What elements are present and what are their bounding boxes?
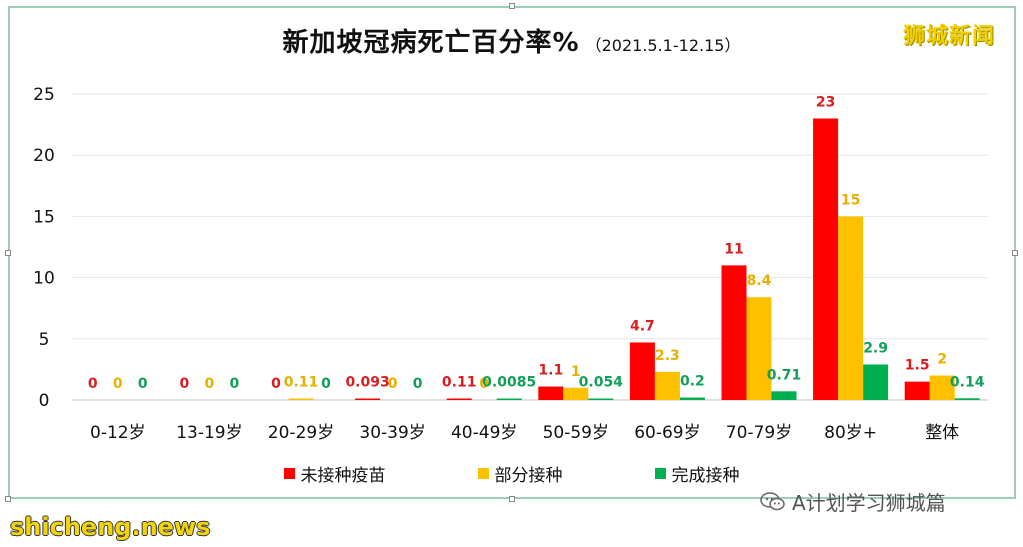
category-label: 30-39岁 xyxy=(359,423,425,443)
bar-unvaccinated xyxy=(446,398,472,400)
wechat-icon xyxy=(760,491,786,513)
y-tick-label: 20 xyxy=(33,146,55,166)
legend-swatch-unvaccinated xyxy=(283,467,295,479)
data-label: 0 xyxy=(413,376,423,392)
data-label: 2 xyxy=(937,352,947,368)
data-label: 0.11 xyxy=(442,375,477,391)
data-label: 0.0085 xyxy=(482,375,536,391)
data-label: 0.093 xyxy=(345,375,389,391)
data-label: 0 xyxy=(230,376,240,392)
legend-item-unvaccinated: 未接种疫苗 xyxy=(283,461,386,486)
category-label: 70-79岁 xyxy=(726,423,792,443)
category-label: 20-29岁 xyxy=(268,423,334,443)
data-label: 0.71 xyxy=(767,367,802,383)
bar-full xyxy=(863,364,889,400)
y-tick-label: 25 xyxy=(33,85,55,105)
site-brand-text: shicheng.news xyxy=(10,513,211,541)
category-label: 40-49岁 xyxy=(451,423,517,443)
data-label: 2.3 xyxy=(655,348,680,364)
bar-full xyxy=(588,398,614,400)
category-label: 60-69岁 xyxy=(634,423,700,443)
data-label: 2.9 xyxy=(863,341,888,357)
legend-item-full: 完成接种 xyxy=(654,461,740,486)
y-tick-label: 15 xyxy=(33,207,55,227)
bar-partial xyxy=(746,297,772,400)
category-label: 整体 xyxy=(925,423,959,443)
chart-subtitle: （2021.5.1-12.15） xyxy=(585,36,741,55)
legend-swatch-full xyxy=(654,467,666,479)
resize-handle-right[interactable] xyxy=(1012,250,1018,256)
bar-partial xyxy=(563,387,589,400)
bar-unvaccinated xyxy=(355,398,381,400)
category-label: 13-19岁 xyxy=(176,423,242,443)
y-tick-label: 10 xyxy=(33,269,55,289)
legend-swatch-partial xyxy=(477,467,489,479)
data-label: 0 xyxy=(271,376,281,392)
brand-logo-text: 狮城新闻 xyxy=(903,24,996,49)
data-label: 15 xyxy=(841,192,860,208)
chart-title-main: 新加坡冠病死亡百分率% xyxy=(282,28,580,58)
category-label: 80岁+ xyxy=(824,423,877,443)
data-label: 4.7 xyxy=(630,318,655,334)
category-label: 50-59岁 xyxy=(543,423,609,443)
chart-legend: 未接种疫苗 部分接种 完成接种 xyxy=(0,461,1023,486)
data-label: 8.4 xyxy=(747,273,772,289)
legend-item-partial: 部分接种 xyxy=(477,461,563,486)
bar-partial xyxy=(288,398,314,400)
data-label: 0.054 xyxy=(579,375,624,391)
chart-title: 新加坡冠病死亡百分率% （2021.5.1-12.15） xyxy=(0,22,1023,59)
bar-unvaccinated xyxy=(813,118,839,400)
bar-unvaccinated xyxy=(629,342,655,400)
data-label: 0.11 xyxy=(284,375,319,391)
watermark-text: A计划学习狮城篇 xyxy=(792,491,946,515)
data-label: 0.2 xyxy=(680,374,705,390)
data-label: 1.1 xyxy=(538,363,563,379)
y-tick-label: 0 xyxy=(39,391,50,411)
data-label: 23 xyxy=(816,94,835,110)
data-label: 11 xyxy=(724,241,743,257)
resize-handle-left[interactable] xyxy=(5,250,11,256)
bar-full xyxy=(496,398,522,400)
bar-full xyxy=(954,398,980,400)
y-tick-label: 5 xyxy=(39,330,50,350)
bar-full xyxy=(771,391,797,400)
category-label: 0-12岁 xyxy=(90,423,146,443)
data-label: 0 xyxy=(205,376,215,392)
legend-label-partial: 部分接种 xyxy=(494,465,563,486)
bar-partial xyxy=(929,375,955,400)
bar-unvaccinated xyxy=(721,265,747,400)
data-label: 0.14 xyxy=(950,374,985,390)
data-label: 0 xyxy=(113,376,123,392)
data-label: 0 xyxy=(479,376,489,392)
data-label: 0 xyxy=(180,376,190,392)
data-label: 0 xyxy=(388,376,398,392)
resize-handle-top[interactable] xyxy=(509,3,515,9)
bar-partial xyxy=(838,216,864,400)
resize-handle-bottom[interactable] xyxy=(509,496,515,502)
bar-full xyxy=(679,397,705,400)
data-label: 1 xyxy=(571,364,581,380)
data-label: 1.5 xyxy=(905,358,930,374)
resize-handle-corner-bl[interactable] xyxy=(5,496,11,502)
data-label: 0 xyxy=(321,376,331,392)
legend-label-unvaccinated: 未接种疫苗 xyxy=(300,465,386,486)
wechat-watermark: A计划学习狮城篇 xyxy=(760,487,946,516)
data-label: 0 xyxy=(88,376,98,392)
data-label: 0 xyxy=(138,376,148,392)
bar-unvaccinated xyxy=(904,381,930,400)
legend-label-full: 完成接种 xyxy=(671,465,740,486)
bar-partial xyxy=(654,371,680,400)
bar-unvaccinated xyxy=(538,386,564,400)
